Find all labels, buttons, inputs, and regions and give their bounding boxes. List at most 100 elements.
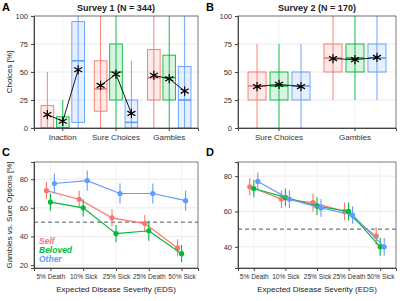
x-tick-label: Gambles — [153, 133, 185, 142]
plot-frame — [34, 162, 198, 268]
point — [318, 205, 323, 210]
plot-background — [34, 16, 198, 128]
y-tick-mark — [31, 44, 34, 45]
series-line — [258, 181, 384, 246]
grid-line-x — [348, 162, 349, 268]
y-tick: 75 — [20, 40, 34, 49]
point — [146, 228, 151, 233]
x-tick: Sure Choices — [255, 128, 303, 142]
panel-label: A — [2, 1, 10, 13]
y-axis-line — [235, 17, 239, 129]
y-tick-label: 25 — [20, 96, 28, 105]
point — [44, 188, 49, 193]
plot-frame — [238, 162, 396, 268]
grid-line-x — [148, 162, 149, 268]
point — [183, 198, 188, 203]
y-tick: 20 — [20, 261, 34, 270]
point — [77, 197, 82, 202]
plot-area — [238, 173, 396, 256]
y-tick-mark — [235, 16, 238, 17]
x-tick: 25% Sick — [304, 268, 332, 280]
y-axis: 0255075100 — [219, 12, 238, 133]
x-tick-mark — [285, 268, 286, 271]
x-tick-label: 25% Death — [333, 273, 366, 280]
point — [382, 244, 387, 249]
panel: 0255075100Sure ChoicesGamblesSurvey 2 (N… — [219, 3, 396, 142]
panel-label: C — [2, 146, 10, 158]
y-axis-line — [31, 17, 35, 129]
x-tick: 5% Death — [36, 268, 65, 280]
box — [270, 72, 288, 100]
x-tick-label: 5% Death — [36, 273, 65, 280]
box — [94, 61, 107, 111]
x-axis-line — [35, 129, 199, 132]
grid-line-x — [317, 162, 318, 268]
x-tick: 10% Sick — [272, 268, 300, 280]
x-tick-mark — [380, 268, 381, 271]
y-tick-label: 0 — [24, 124, 28, 133]
y-tick-label: 50 — [20, 68, 28, 77]
grid-line-x — [62, 16, 63, 128]
y-tick-mark — [235, 176, 238, 177]
y-tick-mark — [235, 72, 238, 73]
y-tick-mark — [31, 72, 34, 73]
y-tick: 60 — [20, 204, 34, 213]
mean-marker — [150, 71, 158, 80]
y-tick-label: 100 — [219, 12, 232, 21]
legend-entry: Other — [39, 254, 62, 264]
reference-line — [238, 229, 396, 230]
y-tick: 40 — [224, 243, 238, 252]
plot-background — [238, 16, 396, 128]
point — [48, 200, 53, 205]
plot-area — [34, 171, 198, 263]
point — [117, 191, 122, 196]
x-axis: 5% Death10% Sick25% Sick25% Death50% Sic… — [239, 268, 397, 280]
x-tick-mark — [182, 268, 183, 271]
y-axis-title: Choices [%] — [5, 51, 14, 94]
y-tick-mark — [31, 208, 34, 209]
x-axis: Sure ChoicesGambles — [239, 128, 397, 142]
y-tick: 75 — [224, 40, 238, 49]
x-tick: 10% Sick — [70, 268, 98, 280]
y-tick-label: 20 — [20, 261, 28, 270]
y-tick: 40 — [20, 232, 34, 241]
x-tick-mark — [254, 268, 255, 271]
point — [113, 231, 118, 236]
plot-background — [34, 162, 198, 268]
x-axis-title: Expected Disease Severity (EDS) — [257, 285, 377, 294]
panel: 4060805% Death10% Sick25% Sick25% Death5… — [224, 162, 397, 294]
x-tick-mark — [279, 128, 280, 131]
x-tick-mark — [116, 128, 117, 131]
panel-label: B — [206, 1, 214, 13]
y-tick: 50 — [224, 68, 238, 77]
x-tick-mark — [62, 128, 63, 131]
y-axis-title: Gambles vs. Sure Options [%] — [5, 161, 14, 268]
point — [52, 181, 57, 186]
x-axis: 5% Death10% Sick25% Sick25% Death50% Sic… — [35, 268, 199, 280]
y-axis: 0255075100 — [15, 12, 34, 133]
mean-marker — [275, 80, 283, 89]
series-line — [254, 189, 380, 247]
y-tick: 25 — [224, 96, 238, 105]
x-tick-label: 10% Sick — [70, 273, 98, 280]
point — [142, 221, 147, 226]
box — [178, 66, 191, 128]
panel: 204060805% Death10% Sick25% Sick25% Deat… — [5, 161, 199, 294]
plot-area — [41, 16, 191, 128]
x-tick-mark — [83, 268, 84, 271]
grid-line-x — [285, 162, 286, 268]
point — [109, 215, 114, 220]
y-tick: 60 — [224, 207, 238, 216]
y-tick: 80 — [224, 172, 238, 181]
reference-line — [34, 222, 198, 223]
x-axis-line — [35, 269, 199, 272]
point — [255, 179, 260, 184]
y-tick-label: 50 — [224, 68, 232, 77]
x-tick-mark — [354, 128, 355, 131]
x-tick-mark — [317, 268, 318, 271]
median — [125, 122, 138, 124]
box — [110, 44, 123, 100]
y-axis-line — [235, 163, 239, 269]
x-tick-label: 50% Sick — [168, 273, 196, 280]
legend: SelfBelovedOther — [39, 236, 73, 264]
